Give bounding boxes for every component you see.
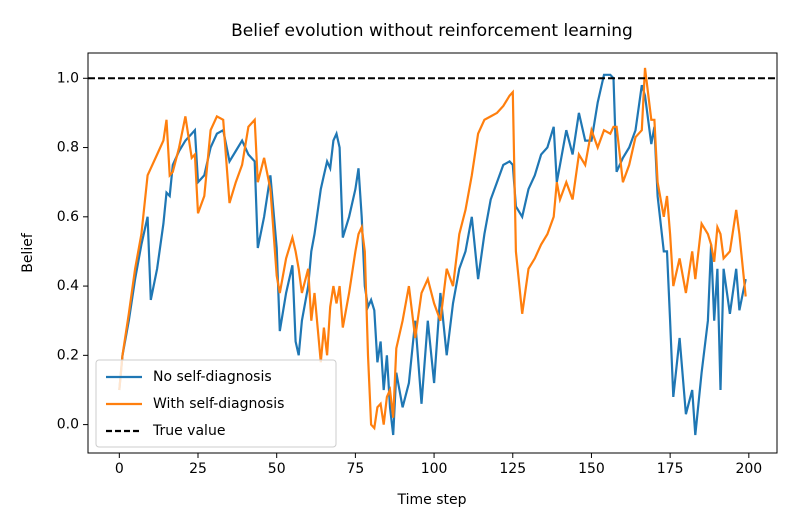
y-tick-label: 0.0 [57,417,79,433]
y-tick-label: 0.6 [57,209,79,225]
x-tick-label: 25 [189,461,207,477]
x-tick-label: 75 [346,461,364,477]
x-tick-label: 50 [268,461,286,477]
chart-title: Belief evolution without reinforcement l… [231,21,633,41]
x-tick-label: 0 [115,461,124,477]
x-tick-label: 150 [578,461,605,477]
x-axis-label: Time step [397,492,467,508]
line-series [118,67,747,431]
legend-label: With self-diagnosis [153,396,284,412]
line-series [118,73,747,436]
x-tick-label: 125 [499,461,526,477]
y-axis-label: Belief [20,232,36,273]
legend-box [95,359,337,448]
y-tick-label: 0.2 [57,347,79,363]
y-tick-label: 0.8 [57,140,79,156]
y-tick-label: 1.0 [57,70,79,86]
x-tick-label: 100 [421,461,448,477]
y-tick-label: 0.4 [57,278,79,294]
legend-label: No self-diagnosis [153,369,272,385]
legend-label: True value [152,423,225,439]
x-tick-label: 200 [735,461,762,477]
x-tick-label: 175 [657,461,684,477]
plot-frame [87,52,778,454]
